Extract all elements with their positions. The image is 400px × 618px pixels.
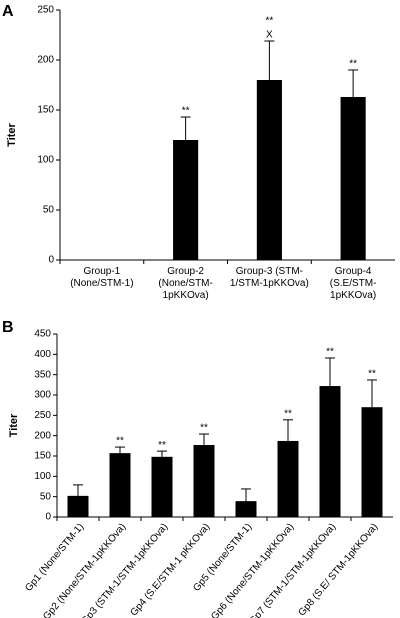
y-tick-label: 200 [34, 430, 51, 441]
y-tick-label: 100 [34, 471, 51, 482]
x-tick-label-box: Group-3 (STM-1/STM-1pKKOva) [229, 266, 309, 289]
bar [67, 495, 89, 517]
x-tick-label-box: Group-2 (None/STM-1pKKOva) [158, 266, 213, 301]
y-tick-label: 150 [34, 451, 51, 462]
panel-label: B [2, 319, 14, 336]
significance-mark: ** [349, 59, 357, 70]
x-tick-label: Group-1 (None/STM-1) [70, 266, 134, 289]
panel-label: A [2, 3, 14, 20]
bar [173, 140, 199, 260]
y-tick-label: 150 [37, 105, 54, 116]
bar [319, 386, 341, 517]
bar [361, 407, 383, 517]
y-tick-label: 0 [45, 512, 51, 523]
bar [109, 453, 131, 517]
y-tick-label: 250 [37, 5, 54, 16]
bar [340, 97, 366, 260]
x-tick-label: Group-2 (None/STM-1pKKOva) [158, 266, 213, 301]
significance-mark: ** [158, 440, 166, 451]
significance-mark: ** [326, 347, 334, 358]
y-tick-label: 350 [34, 369, 51, 380]
bar [235, 501, 257, 517]
significance-mark: ** [116, 436, 124, 447]
x-tick-label: Group-3 (STM-1/STM-1pKKOva) [229, 266, 309, 289]
significance-mark: ** [265, 16, 273, 27]
y-tick-label: 450 [34, 329, 51, 340]
significance-mark: ** [368, 369, 376, 380]
x-tick-label: Group-4 (S.E/STM-1pKKOva) [329, 266, 377, 301]
significance-mark: ** [182, 106, 190, 117]
y-tick-label: 50 [43, 205, 55, 216]
y-tick-label: 0 [48, 255, 54, 266]
y-tick-label: 300 [34, 390, 51, 401]
bar [277, 440, 299, 517]
x-tick-label-box: Group-1 (None/STM-1) [70, 266, 134, 289]
y-tick-label: 250 [34, 410, 51, 421]
bar [151, 456, 173, 517]
x-tick-label: Gp8 (S.E/ STM-1pKKOva) [297, 522, 381, 618]
y-tick-label: 100 [37, 155, 54, 166]
x-tick-label-box: Group-4 (S.E/STM-1pKKOva) [329, 266, 377, 301]
y-tick-label: 400 [34, 349, 51, 360]
y-tick-label: 200 [37, 55, 54, 66]
significance-mark: ** [284, 408, 292, 419]
significance-mark: X [266, 30, 273, 41]
y-tick-label: 50 [40, 491, 52, 502]
significance-mark: ** [200, 423, 208, 434]
x-tick-label: Gp6 (None/STM-1pKKOva) [209, 522, 296, 618]
x-tick-label: Gp2 (None/STM-1pKKOva) [41, 522, 128, 618]
x-tick-label: Gp4 (S.E/STM-1 pKKOva) [129, 522, 213, 618]
bar [256, 80, 282, 260]
bar [193, 445, 215, 517]
y-axis-label: Titer [8, 413, 20, 437]
y-axis-label: Titer [6, 122, 18, 146]
